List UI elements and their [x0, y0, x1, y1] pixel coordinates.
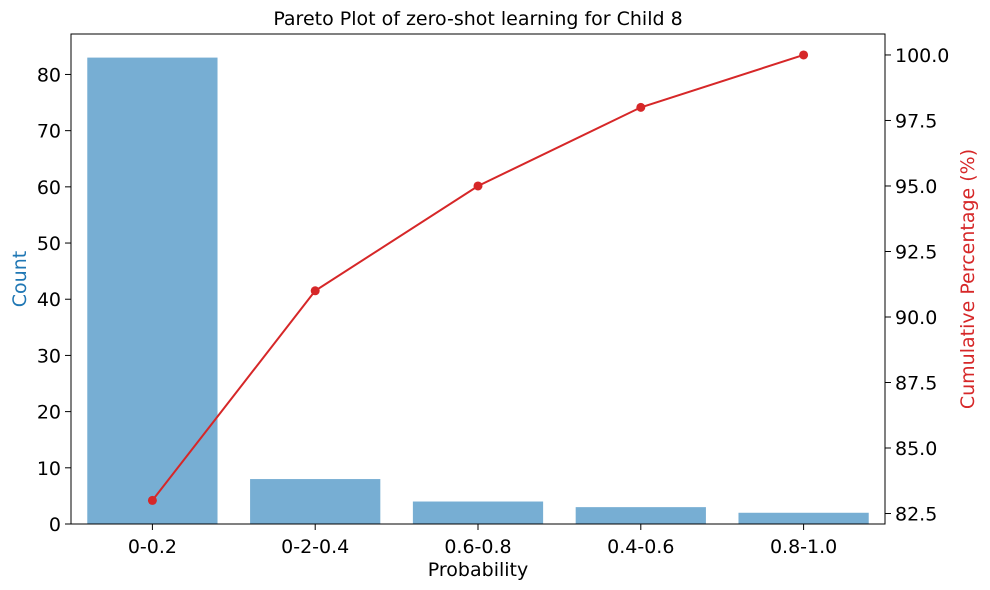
x-tick-label: 0.8-1.0: [770, 536, 837, 558]
y2-tick-label: 87.5: [895, 373, 937, 395]
y-tick-label: 80: [37, 64, 61, 86]
y-tick-label: 40: [37, 289, 61, 311]
chart-title: Pareto Plot of zero-shot learning for Ch…: [273, 8, 682, 30]
x-tick-label: 0.4-0.6: [607, 536, 674, 558]
bar: [250, 479, 381, 524]
y-tick-label: 20: [37, 402, 61, 424]
y-tick-label: 10: [37, 458, 61, 480]
y-tick-label: 30: [37, 345, 61, 367]
cumulative-point: [473, 181, 483, 191]
y2-tick-label: 95.0: [895, 176, 937, 198]
cumulative-point: [310, 286, 320, 296]
bar: [575, 507, 706, 524]
y2-axis-label: Cumulative Percentage (%): [957, 149, 979, 409]
y-tick-label: 0: [49, 514, 61, 536]
cumulative-line: [151, 54, 804, 502]
y2-tick-label: 97.5: [895, 110, 937, 132]
y-tick-label: 70: [37, 121, 61, 143]
x-tick-label: 0-2-0.4: [281, 536, 349, 558]
y2-tick-label: 90.0: [895, 307, 937, 329]
cumulative-line-group: [147, 50, 809, 505]
y-tick-label: 60: [37, 177, 61, 199]
axes-group: 0-0.2 0-2-0.4 0.6-0.8 0.4-0.6 0.8-1.0 0 10 20 30…: [37, 33, 949, 558]
x-tick-label: 0-0.2: [128, 536, 177, 558]
y-axis-label: Count: [9, 251, 31, 307]
cumulative-point: [636, 102, 646, 112]
y-tick-label: 50: [37, 233, 61, 255]
y2-tick-label: 85.0: [895, 438, 937, 460]
bars-group: [87, 57, 869, 524]
bar: [87, 57, 218, 524]
x-tick-label: 0.6-0.8: [444, 536, 511, 558]
y2-tick-label: 82.5: [895, 504, 937, 526]
bar: [738, 512, 869, 524]
y2-tick-label: 92.5: [895, 241, 937, 263]
x-axis-label: Probability: [428, 559, 528, 581]
cumulative-point: [799, 50, 809, 60]
bar: [412, 501, 544, 524]
cumulative-point: [147, 495, 157, 505]
y2-tick-label: 100.0: [895, 45, 949, 67]
